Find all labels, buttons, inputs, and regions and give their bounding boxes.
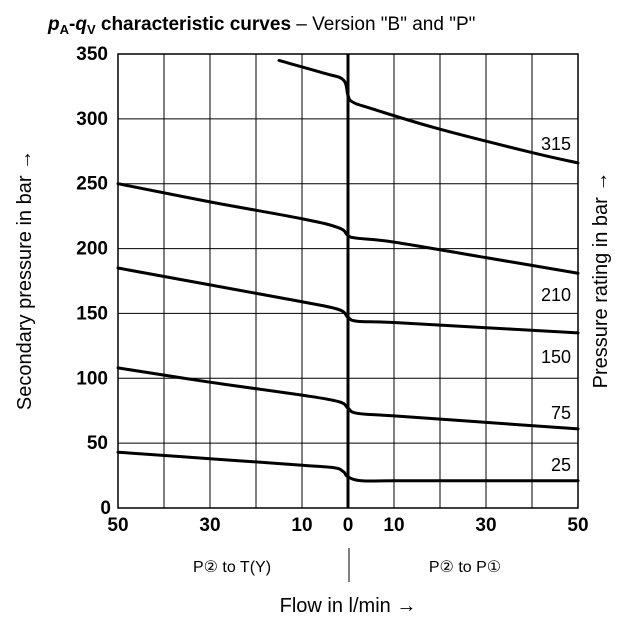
series-line-150: [116, 266, 580, 335]
series-line-210: [116, 182, 580, 275]
x-tick-label: 50: [107, 515, 128, 536]
series-label-150: 150: [541, 347, 571, 367]
grid: [117, 53, 579, 509]
title-dash: -: [69, 14, 75, 35]
y-tick-label: 300: [76, 109, 108, 130]
x-tick-label: 30: [475, 515, 496, 536]
y-tick-label: 50: [87, 433, 108, 454]
series-label-315: 315: [541, 134, 571, 154]
x-tick-label: 10: [383, 515, 404, 536]
y-tick-label: 100: [76, 368, 108, 389]
y-tick-label: 250: [76, 174, 108, 195]
series-line-25: [116, 450, 580, 483]
series-line-75: [116, 366, 580, 431]
x-axis-label: Flow in l/min →: [280, 595, 417, 617]
x-tick-label: 30: [199, 515, 220, 536]
chart-subtitle: – Version "B" and "P": [291, 14, 475, 35]
x-region-right: P② to P①: [429, 559, 501, 576]
y-tick-label: 150: [76, 303, 108, 324]
y-tick-label: 200: [76, 239, 108, 260]
y-axis-label-left: Secondary pressure in bar →: [14, 150, 36, 410]
x-tick-label: 0: [343, 515, 354, 536]
series-label-210: 210: [541, 285, 571, 305]
x-region-left: P② to T(Y): [193, 559, 271, 576]
y-tick-label: 0: [100, 498, 111, 519]
curves: [116, 58, 580, 483]
title-p: p: [47, 14, 60, 35]
y-axis-label-right: Pressure rating in bar →: [590, 172, 612, 389]
title-rest: characteristic curves: [96, 14, 291, 35]
x-tick-label: 10: [291, 515, 312, 536]
series-line-315: [277, 58, 580, 165]
x-tick-label: 50: [567, 515, 588, 536]
title-sub-a: A: [60, 22, 70, 37]
series-label-25: 25: [551, 455, 571, 475]
y-tick-label: 350: [76, 44, 108, 65]
title-q: q: [75, 14, 87, 35]
chart-title: pA-qV characteristic curves – Version "B…: [47, 14, 475, 37]
series-labels: 315 210 150 75 25: [541, 134, 571, 475]
series-label-75: 75: [551, 403, 571, 423]
title-sub-v: V: [87, 22, 96, 37]
